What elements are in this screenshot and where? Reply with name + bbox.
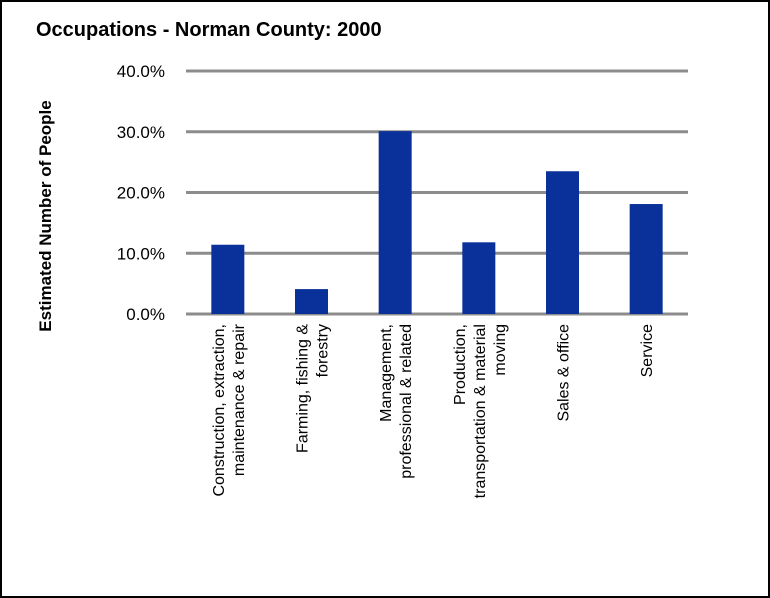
category-label-line: Construction, extraction, [211,324,228,497]
y-tick-label: 10.0% [117,244,165,263]
bar [211,244,245,314]
category-label: Management, professional & related [378,324,415,479]
category-label: Service [639,324,656,377]
category-label-line: moving [492,324,509,376]
category-label: Production, transportation & material movi… [452,324,509,498]
bar [378,131,412,314]
y-tick-labels: 0.0% 10.0% 20.0% 30.0% 40.0% [117,62,165,324]
bar [295,289,328,314]
y-tick-label: 40.0% [117,62,165,81]
category-label-line: maintenance & repair [231,323,248,476]
y-axis-label: Estimated Number of People [36,100,55,331]
bar [546,171,579,314]
y-tick-label: 0.0% [126,305,165,324]
y-tick-label: 20.0% [117,184,165,203]
bar [629,204,663,314]
category-label-line: forestry [315,324,332,377]
bars [211,131,663,314]
category-label-line: transportation & material [472,324,489,498]
chart-title: Occupations - Norman County: 2000 [36,19,382,41]
category-label: Sales & office [556,324,573,422]
category-label-line: Management, [378,324,395,422]
category-label-line: Farming, fishing & [295,324,312,453]
category-labels: Construction, extraction, maintenance & r… [211,323,656,498]
gridlines [186,69,688,316]
bar [462,242,496,314]
category-label-line: Sales & office [556,324,573,422]
y-tick-label: 30.0% [117,123,165,142]
category-label: Farming, fishing & forestry [295,324,332,453]
category-label-line: Production, [452,324,469,405]
category-label-line: Service [639,324,656,377]
category-label-line: professional & related [398,324,415,479]
category-label: Construction, extraction, maintenance & r… [211,323,248,496]
